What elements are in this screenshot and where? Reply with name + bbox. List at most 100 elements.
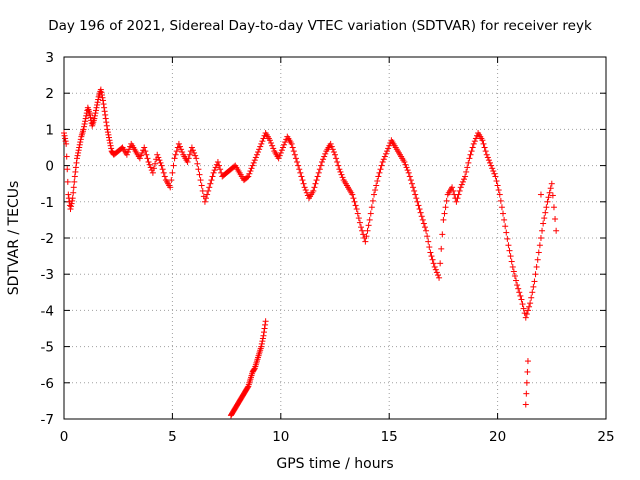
data-point bbox=[65, 191, 72, 198]
data-point bbox=[420, 220, 427, 227]
data-point bbox=[212, 164, 219, 171]
data-point bbox=[432, 266, 439, 273]
data-point bbox=[417, 209, 424, 216]
data-point bbox=[76, 144, 83, 151]
data-point bbox=[441, 210, 448, 217]
data-point bbox=[363, 233, 370, 240]
data-point bbox=[491, 170, 498, 177]
data-point bbox=[460, 176, 467, 183]
data-point bbox=[515, 285, 522, 292]
data-point bbox=[457, 184, 464, 191]
data-point bbox=[158, 162, 165, 169]
data-point bbox=[405, 169, 412, 176]
data-point bbox=[506, 247, 513, 254]
data-point bbox=[83, 112, 90, 119]
data-point bbox=[192, 152, 199, 159]
data-point bbox=[403, 164, 410, 171]
data-point bbox=[375, 173, 382, 180]
data-point bbox=[61, 130, 67, 137]
data-point bbox=[68, 200, 75, 207]
data-point bbox=[443, 197, 450, 204]
data-point bbox=[297, 169, 304, 176]
x-tick-label: 15 bbox=[381, 429, 398, 445]
x-tick-label: 5 bbox=[168, 429, 177, 445]
data-point bbox=[64, 178, 71, 185]
data-point bbox=[481, 144, 488, 151]
data-point bbox=[430, 260, 437, 267]
data-point bbox=[360, 231, 367, 238]
data-point bbox=[467, 151, 474, 158]
data-point bbox=[482, 148, 489, 155]
data-point bbox=[189, 147, 196, 154]
data-point bbox=[77, 136, 84, 143]
y-axis-label: SDTVAR / TECUs bbox=[6, 180, 22, 296]
data-point bbox=[505, 242, 512, 249]
data-point bbox=[541, 215, 548, 222]
data-point bbox=[338, 171, 345, 178]
data-point bbox=[95, 96, 102, 103]
data-point bbox=[421, 224, 428, 231]
data-point bbox=[97, 86, 104, 93]
data-point bbox=[157, 159, 164, 166]
data-point bbox=[64, 166, 71, 173]
data-point bbox=[252, 154, 259, 161]
data-point bbox=[322, 150, 329, 157]
data-point bbox=[258, 140, 265, 147]
data-point bbox=[161, 173, 168, 180]
data-point bbox=[320, 156, 327, 163]
data-point bbox=[145, 158, 152, 165]
data-point bbox=[426, 244, 433, 251]
data-point bbox=[126, 146, 133, 153]
data-point bbox=[531, 278, 538, 285]
data-point bbox=[269, 142, 276, 149]
data-point bbox=[385, 145, 392, 152]
data-point bbox=[63, 153, 70, 160]
data-point bbox=[81, 120, 88, 127]
data-point bbox=[209, 173, 216, 180]
data-point bbox=[261, 325, 268, 332]
data-point bbox=[401, 158, 408, 165]
data-point bbox=[61, 132, 68, 139]
data-point bbox=[419, 216, 426, 223]
data-point bbox=[142, 148, 149, 155]
data-point bbox=[553, 227, 560, 234]
data-point bbox=[312, 180, 319, 187]
data-point bbox=[413, 195, 420, 202]
data-point bbox=[141, 144, 148, 151]
data-point bbox=[366, 216, 373, 223]
data-point bbox=[175, 140, 182, 147]
data-point bbox=[544, 198, 551, 205]
data-point bbox=[367, 210, 374, 217]
data-point bbox=[550, 204, 557, 211]
data-point bbox=[336, 166, 343, 173]
data-point bbox=[411, 187, 418, 194]
data-point bbox=[493, 177, 500, 184]
data-point bbox=[167, 184, 174, 191]
data-point bbox=[510, 268, 517, 275]
data-point bbox=[371, 191, 378, 198]
data-point bbox=[434, 272, 441, 279]
data-point bbox=[545, 194, 552, 201]
data-point bbox=[382, 150, 389, 157]
data-point bbox=[337, 168, 344, 175]
x-tick-label: 0 bbox=[60, 429, 69, 445]
data-point bbox=[146, 161, 153, 168]
data-point bbox=[191, 149, 198, 156]
x-axis-label: GPS time / hours bbox=[276, 456, 394, 472]
data-point bbox=[479, 137, 486, 144]
data-point bbox=[529, 289, 536, 296]
data-point bbox=[294, 158, 301, 165]
data-point bbox=[507, 253, 514, 260]
data-point bbox=[539, 227, 546, 234]
data-point bbox=[407, 177, 414, 184]
data-point bbox=[321, 153, 328, 160]
data-point bbox=[310, 187, 317, 194]
data-point bbox=[246, 170, 253, 177]
data-point bbox=[543, 204, 550, 211]
data-point bbox=[101, 108, 108, 115]
data-point bbox=[511, 273, 518, 280]
data-point bbox=[102, 115, 109, 122]
data-point bbox=[470, 140, 477, 147]
data-point bbox=[82, 115, 89, 122]
data-point bbox=[137, 152, 144, 159]
